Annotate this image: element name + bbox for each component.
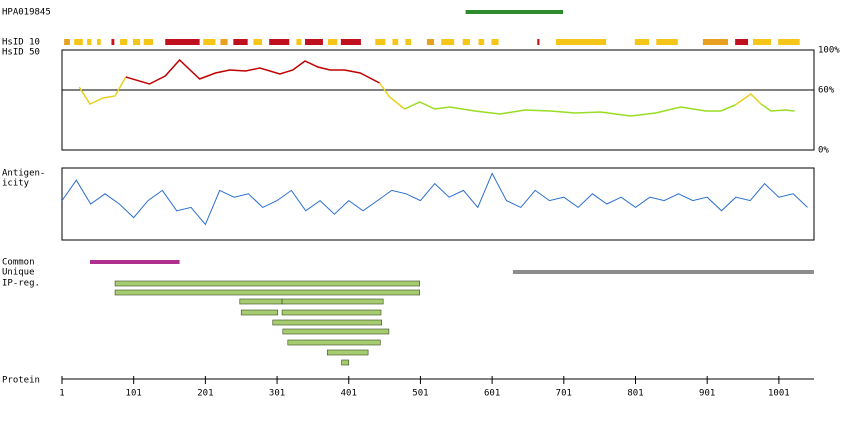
y-tick-label: 60% [818, 86, 835, 96]
x-tick-label: 201 [197, 389, 213, 399]
hsid10-segment [537, 39, 540, 45]
hsid10-segment [203, 39, 216, 45]
hsid50-line [734, 93, 762, 106]
hsid10-segment [87, 39, 92, 45]
bar [240, 309, 279, 316]
bar [114, 289, 421, 296]
hsid10-segment [220, 39, 228, 45]
hsid10-segment [340, 39, 361, 45]
hsid10-segment [74, 39, 83, 45]
common-label: Common [2, 258, 35, 268]
hsid10-segment [296, 39, 302, 45]
hsid10-segment [269, 39, 290, 45]
y-tick-label: 100% [818, 46, 840, 56]
x-tick-label: 101 [126, 389, 142, 399]
bar [272, 319, 383, 326]
hsid10-segment [132, 39, 141, 45]
hsid10-segment [64, 39, 70, 45]
hsid50-line [760, 103, 795, 112]
hsid10-segment [634, 39, 650, 45]
bar [465, 10, 564, 14]
hsid10-segment [165, 39, 200, 45]
hsid10-segment [97, 39, 101, 45]
hsid10-segment [305, 39, 323, 45]
hsid50-line [125, 58, 380, 85]
bar [341, 359, 350, 366]
x-tick-label: 1 [59, 389, 64, 399]
x-tick-label: 401 [341, 389, 357, 399]
hsid10-segment [405, 39, 412, 45]
antigen-label: HPA019845 [2, 8, 51, 18]
antigenicity-label: icity [2, 179, 30, 189]
antigenicity-label: Antigen- [2, 169, 45, 179]
bar [239, 298, 283, 305]
bar [281, 309, 382, 316]
hsid10-segment [441, 39, 455, 45]
x-tick-label: 501 [412, 389, 428, 399]
hsid10-segment [253, 39, 263, 45]
hsid10-segment [753, 39, 771, 45]
bar [89, 260, 180, 264]
unique-label: Unique [2, 268, 35, 278]
antigenicity-line [61, 172, 808, 226]
hsid10-segment [702, 39, 728, 45]
y-tick-label: 0% [818, 146, 829, 156]
hsid10-segment [555, 39, 607, 45]
bar [281, 298, 384, 305]
bar [282, 328, 390, 335]
hsid10-segment [392, 39, 399, 45]
bar [512, 270, 814, 274]
ip-reg-label: IP-reg. [2, 279, 40, 289]
hsid50-line [404, 101, 736, 117]
bar [287, 339, 381, 346]
x-tick-label: 301 [269, 389, 285, 399]
hsid10-segment [327, 39, 338, 45]
hsid10-segment [656, 39, 678, 45]
x-tick-label: 801 [627, 389, 643, 399]
bar [114, 280, 421, 287]
hsid10-segment [462, 39, 470, 45]
bar [326, 349, 369, 356]
hsid10-segment [233, 39, 248, 45]
hsid10-segment [143, 39, 154, 45]
x-tick-label: 601 [484, 389, 500, 399]
hsid10-segment [478, 39, 485, 45]
hsid50-line [78, 76, 127, 105]
hsid50-label: HsID 50 [2, 48, 40, 58]
hsid-box [61, 49, 815, 151]
x-tick-label: 1001 [768, 389, 790, 399]
hsid10-segment [111, 39, 115, 45]
hsid50-line [378, 82, 406, 110]
x-tick-label: 701 [556, 389, 572, 399]
axis-label: Protein [2, 376, 40, 386]
hsid10-segment [426, 39, 435, 45]
hsid10-segment [120, 39, 128, 45]
hsid10-segment [735, 39, 749, 45]
x-tick-label: 901 [699, 389, 715, 399]
hsid10-segment [491, 39, 499, 45]
hsid10-label: HsID 10 [2, 38, 40, 48]
hsid10-segment [778, 39, 800, 45]
antigenicity-box [61, 167, 815, 241]
hsid10-segment [375, 39, 386, 45]
